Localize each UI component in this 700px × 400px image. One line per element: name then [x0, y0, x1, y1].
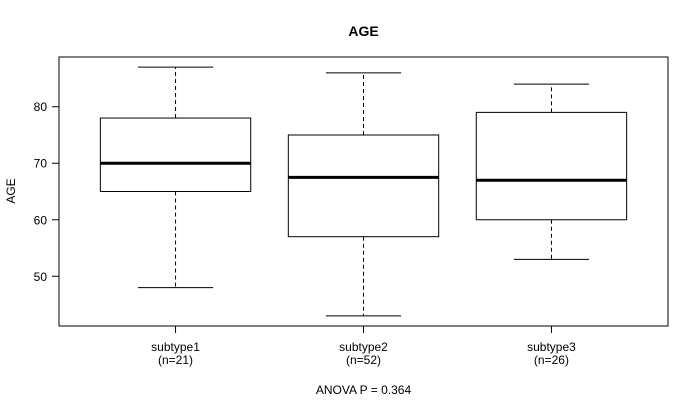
box-subtype2-iqr [287, 134, 440, 238]
x-tick-label-subtype3: subtype3 (n=26) [527, 341, 576, 367]
category-count: (n=21) [158, 353, 194, 367]
category-name: subtype2 [339, 340, 388, 354]
x-tick-label-subtype1: subtype1 (n=21) [151, 341, 200, 367]
category-name: subtype3 [527, 340, 576, 354]
y-tick-label: 60 [34, 213, 48, 227]
y-tick-label: 50 [34, 270, 48, 284]
anova-p-note: ANOVA P = 0.364 [315, 383, 412, 397]
y-tick-label: 70 [34, 157, 48, 171]
box-subtype1-iqr [99, 117, 252, 192]
category-count: (n=52) [345, 353, 382, 367]
y-tick-label: 80 [34, 100, 48, 114]
chart-title: AGE [348, 23, 379, 39]
category-name: subtype1 [151, 340, 200, 354]
y-axis-label: AGE [4, 178, 18, 204]
x-tick-label-subtype2: subtype2 (n=52) [339, 341, 388, 367]
box-subtype3-iqr [475, 111, 628, 221]
category-count: (n=26) [533, 353, 569, 367]
